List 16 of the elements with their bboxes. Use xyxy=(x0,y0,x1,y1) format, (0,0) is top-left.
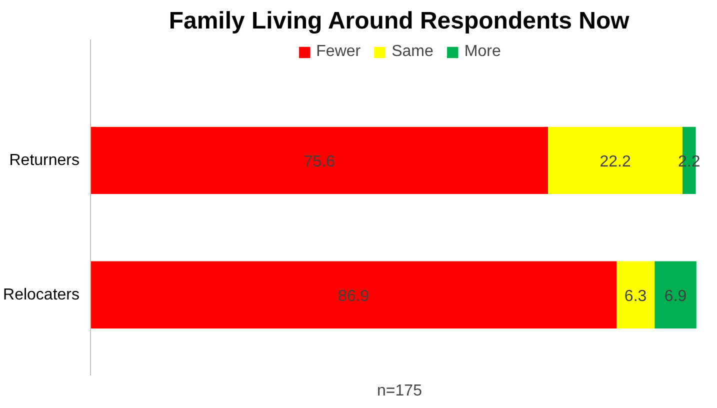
legend-label: Same xyxy=(392,43,434,61)
data-label: 6.9 xyxy=(664,288,687,305)
legend-label: Fewer xyxy=(316,43,361,61)
bar xyxy=(90,261,616,328)
y-tick-label: Returners xyxy=(9,152,80,169)
chart-title: Family Living Around Respondents Now xyxy=(168,8,630,34)
data-label: 6.3 xyxy=(624,288,647,305)
data-label: 22.2 xyxy=(600,153,631,170)
text: n=175 xyxy=(377,382,422,400)
data-label: 75.6 xyxy=(304,153,335,170)
bar xyxy=(90,126,548,194)
bar xyxy=(654,261,696,328)
y-tick-label: Relocaters xyxy=(3,286,80,304)
legend-label: More xyxy=(464,43,501,61)
bar xyxy=(616,261,655,328)
data-label: 86.9 xyxy=(338,288,370,305)
